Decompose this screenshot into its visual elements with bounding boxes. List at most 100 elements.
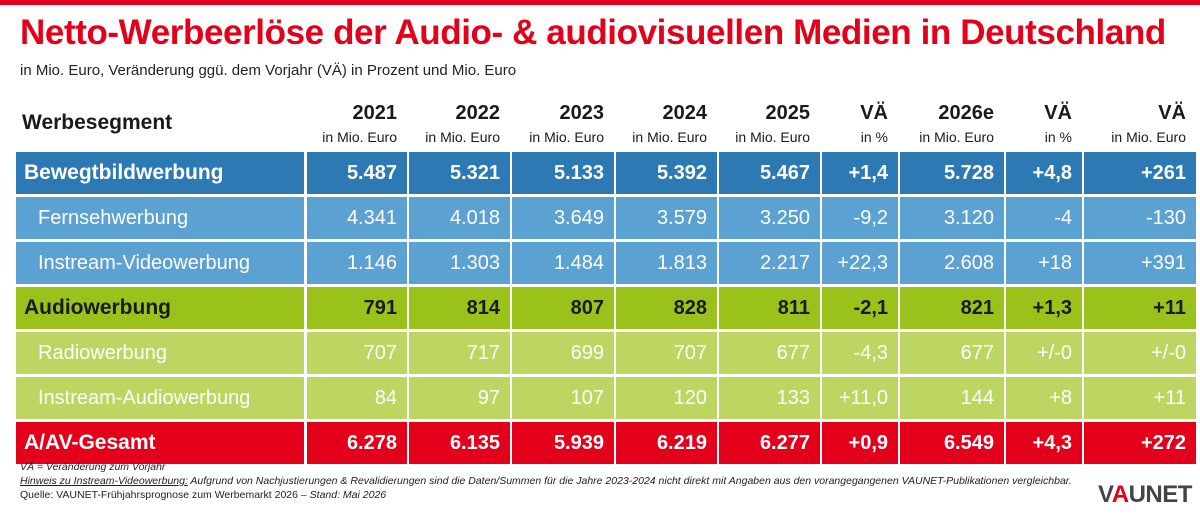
column-unit: in Mio. Euro	[322, 129, 397, 145]
column-year: 2026e	[938, 102, 994, 124]
column-year: VÄ	[860, 102, 888, 124]
table-row: Fernsehwerbung 4.341 4.018 3.649 3.579 3.250-…	[16, 197, 1196, 239]
table-cell: 814	[409, 287, 510, 329]
column-header-3: 2023 in Mio. Euro	[512, 94, 614, 152]
table-cell: 2.217	[719, 242, 820, 284]
row-label: Bewegtbildwerbung	[16, 152, 304, 194]
table-cell: 6.219	[616, 422, 717, 464]
table-cell: +261	[1084, 152, 1196, 194]
table-row: A/AV-Gesamt 6.278 6.135 5.939 6.219 6.277 +0,9…	[16, 422, 1196, 464]
table-cell: 4.341	[307, 197, 407, 239]
column-year: 2021	[352, 102, 398, 124]
table-cell: 5.728	[900, 152, 1004, 194]
va-definition: VÄ = Veränderung zum Vorjahr	[20, 461, 166, 473]
table-cell: +8	[1006, 377, 1082, 419]
footnotes: VÄ = Veränderung zum Vorjahr Hinweis zu …	[20, 460, 1080, 502]
table-cell: 144	[900, 377, 1004, 419]
table-cell: 4.018	[409, 197, 510, 239]
table-cell: 1.813	[616, 242, 717, 284]
hint-text: Aufgrund von Nachjustierungen & Revalidi…	[187, 475, 1072, 487]
table-cell: -4	[1006, 197, 1082, 239]
row-label: Fernsehwerbung	[16, 197, 304, 239]
table-cell: 120	[616, 377, 717, 419]
column-unit: in Mio. Euro	[425, 129, 500, 145]
table-cell: 807	[512, 287, 614, 329]
table-row: Audiowerbung 791 814 807 828 811 -2,1 821 +1,3 +1…	[16, 287, 1196, 329]
table-cell: +0,9	[822, 422, 898, 464]
table-cell: 677	[900, 332, 1004, 374]
row-label: Radiowerbung	[16, 332, 304, 374]
row-label: Instream-Audiowerbung	[16, 377, 304, 419]
table-cell: -4,3	[822, 332, 898, 374]
column-year: VÄ	[1158, 102, 1186, 124]
source-stand: – Stand: Mai 2026	[297, 489, 387, 501]
table-cell: 828	[616, 287, 717, 329]
table-cell: 2.608	[900, 242, 1004, 284]
table-cell: 811	[719, 287, 820, 329]
table-cell: -9,2	[822, 197, 898, 239]
column-year: VÄ	[1044, 102, 1072, 124]
table-row: Instream-Audiowerbung 84 97 107 120 133 +11,0 1…	[16, 377, 1196, 419]
table-cell: +1,4	[822, 152, 898, 194]
table-cell: +/-0	[1084, 332, 1196, 374]
table-cell: +272	[1084, 422, 1196, 464]
column-unit: in Mio. Euro	[529, 129, 604, 145]
table-cell: 677	[719, 332, 820, 374]
table-cell: +391	[1084, 242, 1196, 284]
column-header-1: 2021 in Mio. Euro	[307, 94, 407, 152]
table-cell: 5.487	[307, 152, 407, 194]
table-cell: 5.321	[409, 152, 510, 194]
column-year: 2024	[662, 102, 708, 124]
table-cell: 717	[409, 332, 510, 374]
table-cell: 5.467	[719, 152, 820, 194]
table-row: Instream-Videowerbung 1.146 1.303 1.484 1.81…	[16, 242, 1196, 284]
column-unit: in %	[860, 129, 888, 145]
column-unit: in Mio. Euro	[735, 129, 810, 145]
column-year: 2023	[559, 102, 605, 124]
chart-subtitle: in Mio. Euro, Veränderung ggü. dem Vorja…	[20, 62, 517, 79]
table-cell: 5.939	[512, 422, 614, 464]
source-label: Quelle: VAUNET-Frühjahrsprognose zum Wer…	[20, 489, 298, 501]
column-header-4: 2024 in Mio. Euro	[616, 94, 717, 152]
column-header-2: 2022 in Mio. Euro	[409, 94, 510, 152]
column-unit: in Mio. Euro	[1111, 129, 1186, 145]
table-cell: +11,0	[822, 377, 898, 419]
table-cell: 6.278	[307, 422, 407, 464]
table-cell: +11	[1084, 377, 1196, 419]
table-cell: 707	[616, 332, 717, 374]
table-cell: 791	[307, 287, 407, 329]
table-cell: 5.392	[616, 152, 717, 194]
table-cell: 97	[409, 377, 510, 419]
table-header: Werbesegment 2021 in Mio. Euro 2022 in Mio.…	[16, 94, 1196, 152]
table-cell: +22,3	[822, 242, 898, 284]
table-cell: +4,3	[1006, 422, 1082, 464]
row-label: A/AV-Gesamt	[16, 422, 304, 464]
vaunet-logo: VAUNET	[1098, 481, 1192, 508]
column-header-6: VÄ in %	[822, 94, 898, 152]
row-label: Audiowerbung	[16, 287, 304, 329]
table-cell: -2,1	[822, 287, 898, 329]
column-year: 2022	[455, 102, 501, 124]
table-cell: 3.579	[616, 197, 717, 239]
table-cell: +4,8	[1006, 152, 1082, 194]
table-cell: 1.484	[512, 242, 614, 284]
segment-header: Werbesegment	[22, 111, 173, 134]
chart-title: Netto-Werbeerlöse der Audio- & audiovisu…	[20, 13, 1166, 52]
table-row: Bewegtbildwerbung 5.487 5.321 5.133 5.392 5.4…	[16, 152, 1196, 194]
table-cell: 84	[307, 377, 407, 419]
table-cell: +11	[1084, 287, 1196, 329]
column-unit: in Mio. Euro	[919, 129, 994, 145]
table-body: Bewegtbildwerbung 5.487 5.321 5.133 5.392 5.4…	[16, 152, 1196, 467]
column-header-7: 2026e in Mio. Euro	[900, 94, 1004, 152]
table-row: Radiowerbung 707 717 699 707 677 -4,3 677 +/-0 +/…	[16, 332, 1196, 374]
table-cell: 5.133	[512, 152, 614, 194]
row-label: Instream-Videowerbung	[16, 242, 304, 284]
table-cell: 699	[512, 332, 614, 374]
table-cell: 3.120	[900, 197, 1004, 239]
top-accent-bar	[0, 0, 1200, 5]
hint-label: Hinweis zu Instream-Videowerbung:	[20, 475, 188, 487]
table-cell: 6.549	[900, 422, 1004, 464]
column-year: 2025	[765, 102, 811, 124]
table-cell: +18	[1006, 242, 1082, 284]
column-header-5: 2025 in Mio. Euro	[719, 94, 820, 152]
